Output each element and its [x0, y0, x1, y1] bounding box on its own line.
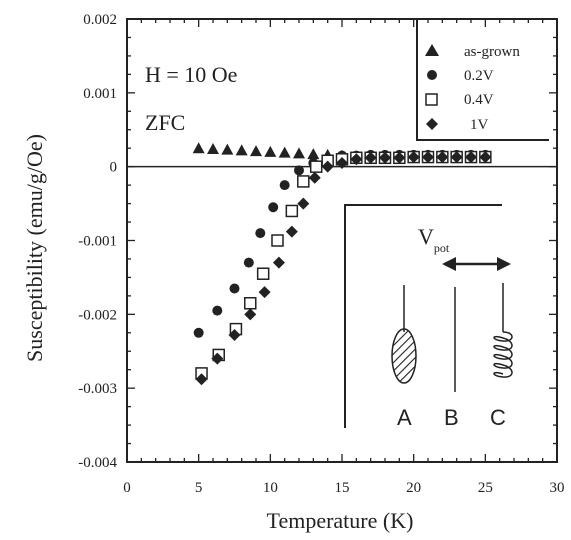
data-point-triangle: [235, 144, 248, 156]
y-tick-label: 0.002: [83, 12, 117, 28]
data-point-diamond: [422, 151, 434, 164]
data-point-triangle: [264, 145, 277, 157]
series-1v: [195, 151, 492, 386]
x-tick-label: 15: [335, 480, 350, 496]
inset-border: [344, 204, 502, 428]
data-point-diamond: [228, 329, 241, 342]
inset-letter-a: A: [397, 405, 412, 430]
data-point-diamond: [450, 151, 463, 164]
data-point-circle: [212, 305, 223, 316]
x-tick-label: 10: [263, 480, 278, 496]
data-point-circle: [294, 165, 304, 176]
data-point-diamond: [407, 151, 420, 164]
y-tick-label: 0.001: [83, 86, 117, 102]
data-point-triangle: [293, 147, 305, 159]
data-point-diamond: [297, 197, 310, 210]
x-tick-label: 5: [195, 480, 203, 496]
inset-schematic: Vpot A B C: [344, 204, 513, 430]
data-point-diamond: [211, 352, 224, 365]
inset-letter-c: C: [490, 405, 506, 430]
legend-marker-square: [425, 93, 438, 106]
data-point-circle: [255, 228, 266, 239]
x-tick-label: 30: [550, 480, 565, 496]
data-points: [192, 142, 492, 386]
data-point-diamond: [350, 153, 363, 166]
data-point-diamond: [244, 308, 257, 321]
data-point-square: [256, 267, 270, 280]
data-point-diamond: [336, 156, 348, 169]
data-point-diamond: [465, 151, 477, 164]
y-tick-label: 0: [110, 160, 118, 176]
zfc-annotation: ZFC: [145, 110, 185, 135]
data-point-diamond: [272, 256, 285, 269]
axis-ticks: [126, 18, 558, 463]
data-point-diamond: [436, 151, 449, 164]
field-annotation: H = 10 Oe: [145, 62, 237, 87]
double-arrow: [442, 257, 511, 271]
x-tick-label: 20: [406, 480, 421, 496]
data-point-circle: [279, 180, 290, 191]
legend-marker-circle: [427, 70, 437, 80]
data-point-square: [285, 204, 299, 218]
data-point-triangle: [307, 148, 320, 160]
data-point-square: [309, 160, 323, 173]
data-point-circle: [193, 327, 204, 338]
data-point-triangle: [192, 142, 205, 154]
data-point-triangle: [207, 142, 219, 154]
data-point-diamond: [364, 151, 377, 164]
legend-entry-0-4v: 0.4V: [464, 92, 494, 108]
inset-voltage-label: Vpot: [418, 224, 450, 255]
data-point-diamond: [195, 373, 208, 386]
data-point-triangle: [221, 143, 234, 155]
data-point-square: [244, 297, 257, 310]
coil-loops: [493, 331, 513, 378]
data-point-diamond: [393, 151, 406, 164]
x-axis-title: Temperature (K): [267, 508, 414, 533]
legend-border: [416, 20, 549, 141]
legend-entry-as-grown: as-grown: [464, 44, 520, 60]
y-tick-label: -0.004: [78, 455, 117, 471]
legend-marker-diamond: [426, 118, 438, 130]
data-point-triangle: [250, 145, 262, 157]
data-point-diamond: [285, 225, 298, 238]
data-point-diamond: [308, 171, 321, 184]
legend-entry-1v: 1V: [470, 117, 489, 133]
state-c-coil: [493, 283, 513, 378]
tick-labels: 0 5 10 15 20 25 30 0.002 0.001 0 -0.001 -0.002 -0.00…: [78, 12, 564, 496]
y-tick-label: -0.001: [78, 234, 117, 250]
state-a-hatched-domain: [391, 285, 417, 384]
data-point-square: [297, 175, 310, 188]
y-axis-title: Susceptibility (emu/g/Oe): [22, 134, 47, 362]
data-point-triangle: [278, 146, 291, 158]
data-point-circle: [243, 257, 254, 268]
inset-letter-b: B: [444, 405, 459, 430]
y-tick-label: -0.003: [78, 381, 117, 397]
legend-marker-triangle: [425, 44, 439, 56]
data-point-diamond: [479, 151, 492, 164]
data-point-square: [271, 234, 284, 247]
data-point-circle: [268, 202, 279, 213]
x-tick-label: 0: [123, 480, 131, 496]
data-point-circle: [229, 283, 240, 294]
data-point-diamond: [258, 286, 271, 299]
data-point-diamond: [379, 151, 391, 164]
x-tick-label: 25: [478, 480, 493, 496]
legend: as-grown 0.2V 0.4V 1V: [416, 20, 549, 141]
y-tick-label: -0.002: [78, 307, 117, 323]
legend-entry-0-2v: 0.2V: [464, 68, 494, 84]
data-point-diamond: [321, 160, 334, 173]
